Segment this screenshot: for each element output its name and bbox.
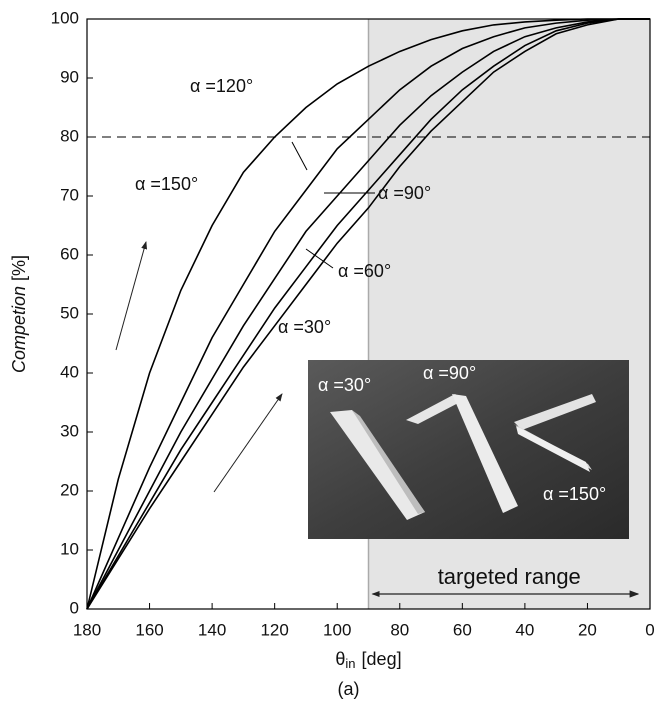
strip <box>330 410 425 520</box>
y-tick-label: 30 <box>60 421 79 440</box>
strip <box>452 394 518 513</box>
y-axis-label-part: Competion <box>9 286 29 373</box>
curve-label: α =30° <box>278 317 331 337</box>
y-axis-label: Competion [%] <box>9 255 29 373</box>
y-tick-label: 40 <box>60 362 79 381</box>
inset-label: α =30° <box>318 375 371 395</box>
plot-frame <box>86 18 651 610</box>
leader-line <box>291 141 308 171</box>
trend-arrows <box>115 241 283 493</box>
strip <box>406 394 464 424</box>
curve <box>86 18 650 610</box>
strip <box>516 426 590 472</box>
y-tick-label: 0 <box>70 598 79 617</box>
curve <box>86 18 650 610</box>
y-tick-label: 90 <box>60 67 79 86</box>
curve-label: α =90° <box>378 183 431 203</box>
x-axis-label-part: θ <box>335 649 345 669</box>
inset-label: α =150° <box>543 484 606 504</box>
x-tick-label: 160 <box>135 620 163 639</box>
y-tick-label: 70 <box>60 185 79 204</box>
y-tick-label: 80 <box>60 126 79 145</box>
y-tick-label: 100 <box>51 8 79 27</box>
x-tick-label: 20 <box>578 620 597 639</box>
curve-label: α =60° <box>338 261 391 281</box>
x-axis-label-part: in <box>345 656 355 671</box>
curve <box>86 18 650 610</box>
arrow <box>115 241 148 351</box>
x-tick-label: 140 <box>198 620 226 639</box>
strip <box>352 410 425 514</box>
x-tick-label: 60 <box>453 620 472 639</box>
y-tick-label: 20 <box>60 480 79 499</box>
y-axis-label-part: [%] <box>9 255 29 281</box>
y-tick-label: 50 <box>60 303 79 322</box>
range-label: targeted range <box>438 564 581 589</box>
arrow <box>213 393 283 493</box>
curve-label: α =150° <box>135 174 198 194</box>
leader-line <box>305 248 334 269</box>
x-tick-label: 80 <box>390 620 409 639</box>
x-axis-label-part: [deg] <box>362 649 402 669</box>
x-tick-label: 40 <box>515 620 534 639</box>
y-tick-label: 10 <box>60 539 79 558</box>
x-axis-label: θin [deg] <box>335 649 401 672</box>
y-tick-label: 60 <box>60 244 79 263</box>
caption: (a) <box>338 679 360 699</box>
inset-photo <box>308 360 629 539</box>
x-tick-label: 100 <box>323 620 351 639</box>
curve <box>86 18 650 610</box>
strip <box>514 394 596 430</box>
curve <box>86 18 650 610</box>
inset-label: α =90° <box>423 363 476 383</box>
x-tick-label: 120 <box>260 620 288 639</box>
curve-label: α =120° <box>190 76 253 96</box>
x-tick-label: 180 <box>73 620 101 639</box>
x-tick-label: 0 <box>645 620 654 639</box>
